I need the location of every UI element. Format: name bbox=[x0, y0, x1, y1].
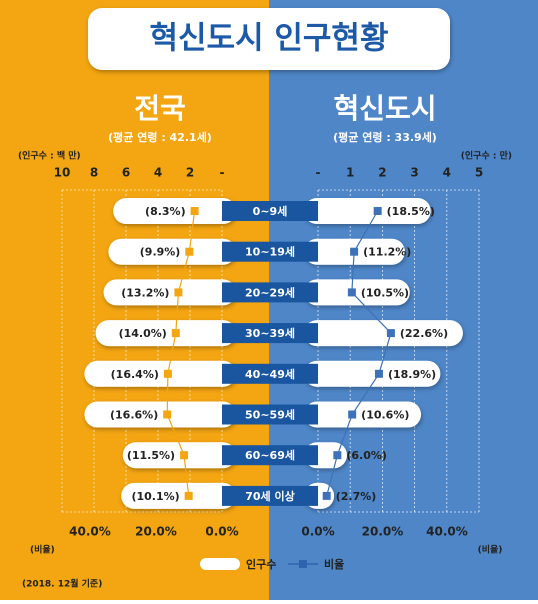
note: (2018. 12월 기준) bbox=[22, 578, 102, 590]
population-bar bbox=[95, 320, 236, 347]
panel-title: 전국 bbox=[134, 92, 186, 125]
category-box bbox=[222, 241, 318, 262]
category-label: 10~19세 bbox=[245, 245, 295, 259]
ratio-label: (9.9%) bbox=[140, 246, 181, 259]
legend-marker-swatch bbox=[299, 560, 307, 568]
x-tick-label: 10 bbox=[54, 166, 71, 180]
population-bar bbox=[84, 360, 237, 387]
ratio-tick-label: 40.0% bbox=[426, 525, 468, 539]
ratio-label: (13.2%) bbox=[121, 286, 169, 299]
population-bar bbox=[103, 279, 236, 306]
ratio-marker bbox=[174, 288, 183, 297]
x-tick-label: 1 bbox=[346, 166, 354, 180]
ratio-tick-label: 40.0% bbox=[69, 525, 111, 539]
x-tick-label: 8 bbox=[90, 166, 98, 180]
ratio-marker bbox=[163, 369, 172, 378]
ratio-label: (16.4%) bbox=[111, 368, 159, 381]
ratio-label: (18.9%) bbox=[388, 368, 436, 381]
category-box bbox=[222, 404, 318, 425]
ratio-label: (10.5%) bbox=[361, 286, 409, 299]
panel-title: 혁신도시 bbox=[333, 92, 436, 125]
category-box bbox=[222, 201, 318, 221]
unit-label: (인구수 : 만) bbox=[461, 150, 512, 162]
population-bar bbox=[304, 279, 410, 306]
ratio-label: (22.6%) bbox=[400, 327, 448, 340]
ratio-tick-label: 20.0% bbox=[135, 525, 177, 539]
category-box bbox=[222, 363, 318, 384]
ratio-label: (10.6%) bbox=[361, 409, 409, 422]
ratio-marker bbox=[348, 410, 357, 419]
title-box bbox=[88, 8, 450, 70]
ratio-marker bbox=[185, 247, 194, 256]
category-label: 20~29세 bbox=[245, 285, 295, 299]
ratio-label: (10.1%) bbox=[131, 490, 179, 503]
x-tick-label: - bbox=[220, 166, 225, 180]
ratio-marker bbox=[184, 491, 193, 500]
x-tick-label: 6 bbox=[122, 166, 130, 180]
x-tick-label: 5 bbox=[475, 166, 483, 180]
population-bar bbox=[304, 360, 441, 387]
x-tick-label: 2 bbox=[186, 166, 194, 180]
x-tick-label: - bbox=[316, 166, 321, 180]
ratio-label: (2.7%) bbox=[336, 490, 377, 503]
ratio-label: (6.0%) bbox=[346, 449, 387, 462]
unit-label: (인구수 : 백 만) bbox=[18, 150, 81, 162]
ratio-label: (16.6%) bbox=[110, 409, 158, 422]
category-box bbox=[222, 485, 318, 506]
population-bar bbox=[304, 320, 463, 347]
population-bar bbox=[113, 198, 236, 224]
ratio-axis-label: (비율) bbox=[478, 544, 503, 556]
legend-bar-swatch bbox=[200, 558, 240, 570]
ratio-marker bbox=[171, 329, 180, 338]
population-bar bbox=[121, 482, 236, 509]
category-label: 60~69세 bbox=[245, 448, 295, 462]
ratio-marker bbox=[163, 410, 172, 419]
category-box bbox=[222, 282, 318, 303]
ratio-marker bbox=[333, 451, 342, 460]
chart-title: 혁신도시 인구현황 bbox=[150, 21, 389, 57]
population-bar bbox=[304, 198, 431, 224]
x-tick-label: 4 bbox=[443, 166, 451, 180]
category-box bbox=[222, 445, 318, 466]
category-label: 50~59세 bbox=[245, 408, 295, 422]
ratio-label: (14.0%) bbox=[119, 327, 167, 340]
ratio-marker bbox=[386, 329, 395, 338]
ratio-marker bbox=[322, 491, 331, 500]
category-label: 40~49세 bbox=[245, 367, 295, 381]
ratio-axis-label: (비율) bbox=[30, 544, 55, 556]
panel-subtitle: (평균 연령 : 42.1세) bbox=[108, 130, 212, 144]
legend-label: 인구수 bbox=[246, 557, 276, 571]
category-label: 30~39세 bbox=[245, 326, 295, 340]
ratio-label: (8.3%) bbox=[145, 205, 186, 218]
legend-label: 비율 bbox=[324, 557, 344, 571]
ratio-marker bbox=[373, 207, 382, 215]
ratio-marker bbox=[180, 451, 189, 460]
population-bar bbox=[84, 401, 237, 428]
ratio-marker bbox=[347, 288, 356, 297]
ratio-label: (18.5%) bbox=[387, 205, 435, 218]
category-label: 70세 이상 bbox=[245, 489, 295, 503]
ratio-tick-label: 0.0% bbox=[205, 525, 238, 539]
x-tick-label: 3 bbox=[410, 166, 418, 180]
population-bar bbox=[304, 401, 422, 428]
ratio-tick-label: 20.0% bbox=[362, 525, 404, 539]
x-tick-label: 2 bbox=[378, 166, 386, 180]
x-tick-label: 4 bbox=[154, 166, 162, 180]
population-bar bbox=[108, 238, 236, 265]
ratio-line bbox=[326, 210, 392, 497]
population-bar bbox=[122, 442, 236, 469]
ratio-marker bbox=[374, 369, 383, 378]
ratio-marker bbox=[190, 207, 199, 215]
ratio-label: (11.5%) bbox=[127, 449, 175, 462]
category-box bbox=[222, 323, 318, 344]
ratio-line bbox=[166, 210, 196, 496]
category-label: 0~9세 bbox=[253, 204, 288, 218]
ratio-tick-label: 0.0% bbox=[301, 525, 334, 539]
ratio-label: (11.2%) bbox=[363, 246, 411, 259]
ratio-marker bbox=[350, 247, 359, 256]
panel-subtitle: (평균 연령 : 33.9세) bbox=[333, 130, 437, 144]
